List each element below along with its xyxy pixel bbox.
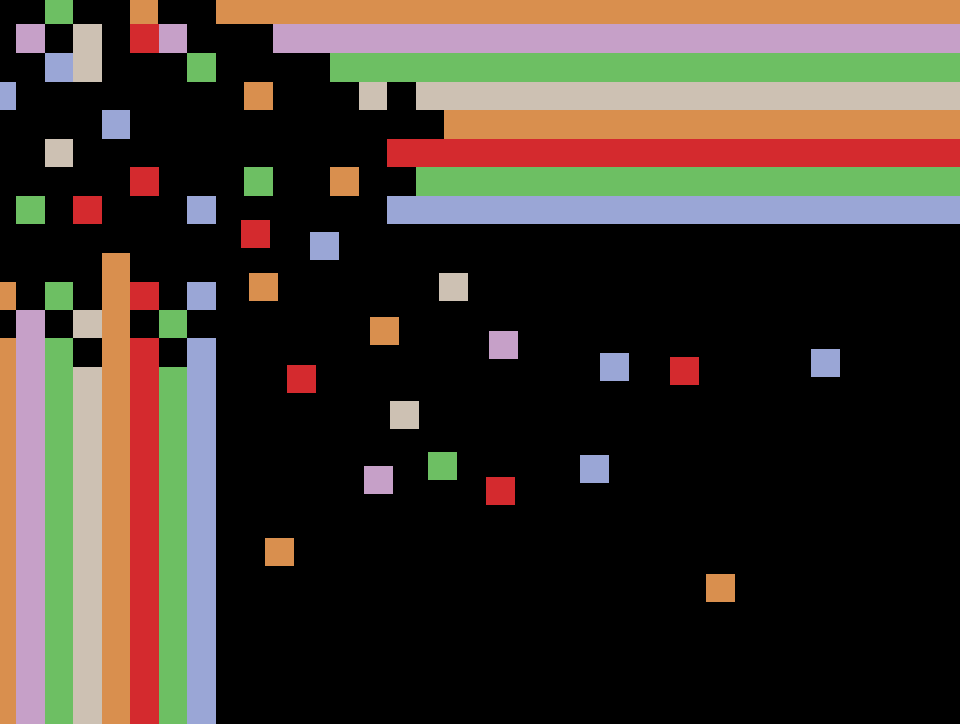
square bbox=[359, 82, 387, 110]
square bbox=[45, 139, 73, 167]
square bbox=[390, 401, 419, 429]
stripe bbox=[102, 253, 130, 724]
square bbox=[287, 365, 316, 393]
square bbox=[130, 0, 158, 24]
square bbox=[73, 310, 102, 338]
stripe bbox=[187, 338, 216, 724]
square bbox=[159, 310, 187, 338]
square bbox=[187, 282, 216, 310]
square bbox=[187, 53, 216, 82]
square bbox=[370, 317, 399, 345]
square bbox=[330, 167, 359, 196]
square bbox=[244, 82, 273, 110]
square bbox=[102, 110, 130, 139]
square bbox=[187, 196, 216, 224]
stripe bbox=[130, 338, 159, 724]
square bbox=[45, 53, 73, 82]
stripe bbox=[273, 24, 960, 53]
square bbox=[706, 574, 735, 602]
square bbox=[244, 167, 273, 196]
square bbox=[16, 196, 45, 224]
square bbox=[0, 282, 16, 310]
stripe bbox=[45, 338, 73, 724]
square bbox=[45, 282, 73, 310]
square bbox=[439, 273, 468, 301]
square bbox=[16, 24, 45, 53]
stripe bbox=[16, 310, 45, 724]
stripe bbox=[416, 167, 960, 196]
square bbox=[486, 477, 515, 505]
stripe bbox=[444, 110, 960, 139]
square bbox=[265, 538, 294, 566]
square bbox=[249, 273, 278, 301]
square bbox=[73, 196, 102, 224]
square bbox=[0, 82, 16, 110]
stripe bbox=[0, 338, 16, 724]
square bbox=[73, 24, 102, 82]
stripe bbox=[330, 53, 960, 82]
square bbox=[364, 466, 393, 494]
stripe bbox=[387, 196, 960, 224]
square bbox=[489, 331, 518, 359]
square bbox=[600, 353, 629, 381]
square bbox=[811, 349, 840, 377]
stripe bbox=[159, 367, 187, 724]
stripe bbox=[387, 139, 960, 167]
square bbox=[130, 167, 159, 196]
square bbox=[130, 24, 159, 53]
stripe bbox=[216, 0, 960, 24]
square bbox=[241, 220, 270, 248]
square bbox=[580, 455, 609, 483]
square bbox=[310, 232, 339, 260]
square bbox=[159, 24, 187, 53]
square bbox=[45, 0, 73, 24]
square bbox=[670, 357, 699, 385]
square bbox=[428, 452, 457, 480]
square bbox=[130, 282, 159, 310]
stripe bbox=[416, 82, 960, 110]
stripe bbox=[73, 367, 102, 724]
